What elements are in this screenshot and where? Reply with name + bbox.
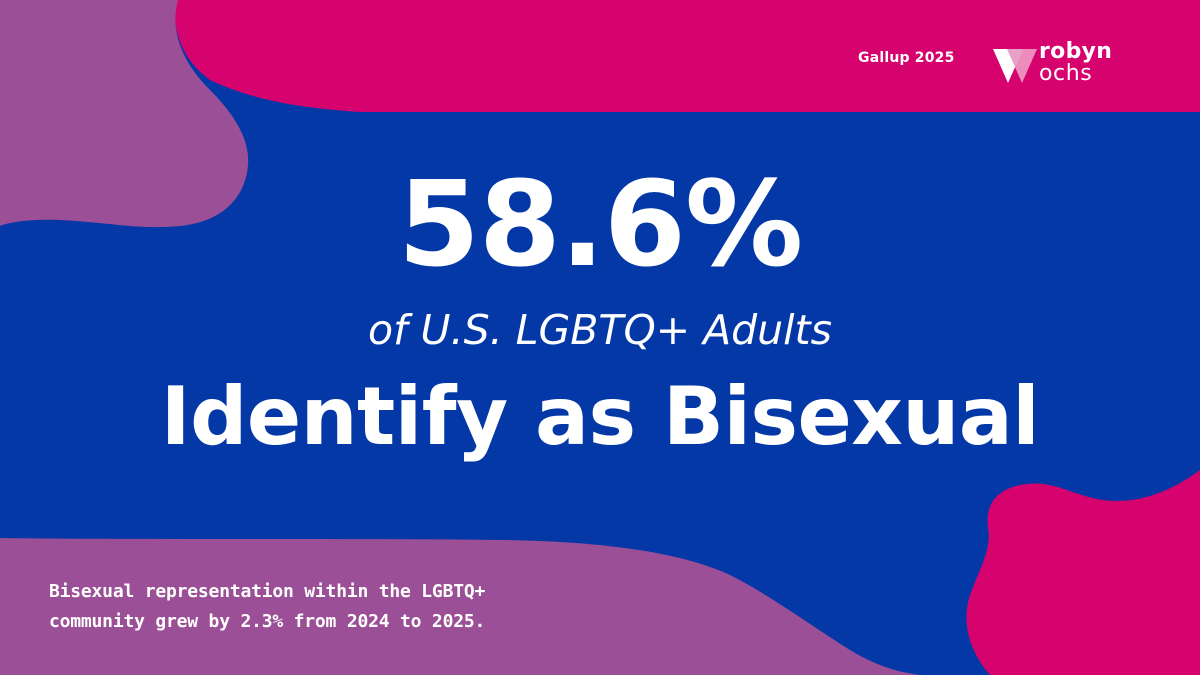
robyn-ochs-logo: robyn ochs: [993, 39, 1143, 92]
logo-mark-icon: [993, 49, 1037, 83]
top-magenta-blob: [174, 0, 1200, 112]
headline-percentage: 58.6%: [397, 155, 803, 293]
bottom-purple-blob: [0, 538, 920, 675]
logo-word-ochs: ochs: [1039, 61, 1093, 86]
logo-word-robyn: robyn: [1039, 39, 1113, 64]
headline-main: Identify as Bisexual: [160, 370, 1040, 463]
footnote-line-1: Bisexual representation within the LGBTQ…: [49, 581, 486, 602]
source-label: Gallup 2025: [858, 50, 955, 66]
footnote: Bisexual representation within the LGBTQ…: [49, 577, 649, 637]
footnote-line-2: community grew by 2.3% from 2024 to 2025…: [49, 611, 486, 632]
headline-subline: of U.S. LGBTQ+ Adults: [367, 306, 832, 354]
bottom-right-magenta-blob: [966, 470, 1200, 675]
left-purple-blob: [0, 0, 249, 228]
